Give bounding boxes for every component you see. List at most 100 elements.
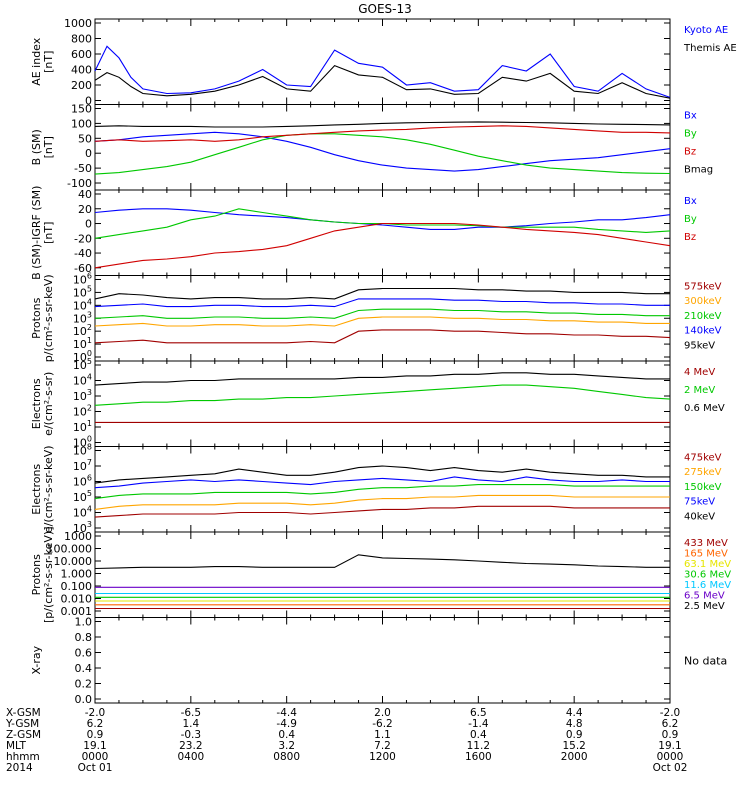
orbit-cell: 6.5 <box>470 707 487 719</box>
y-tick-label: 20 <box>78 203 92 216</box>
panel-7: 0.0 0.2 0.4 0.6 0.8 1.0 X-ray No data <box>30 616 727 707</box>
y-axis-label: B (SM)-IGRF (SM)[nT] <box>30 186 55 280</box>
y-tick-label: 101 <box>73 419 92 434</box>
y-tick-label: 0 <box>85 218 92 231</box>
y-tick-label: 1000 <box>64 530 92 543</box>
orbit-cell: 6.2 <box>662 718 679 730</box>
y-tick-label: 0.010 <box>61 593 93 606</box>
legend-bmag: Bmag <box>684 165 713 176</box>
orbit-cell: 19.1 <box>83 740 106 752</box>
series-line-275kev <box>94 494 670 510</box>
legend-4-mev: 4 MeV <box>684 367 715 378</box>
y-tick-label: 104 <box>73 373 92 388</box>
y-tick-label: 0.4 <box>75 662 93 675</box>
y-tick-label: 0.8 <box>75 631 93 644</box>
orbit-cell: 0000 <box>657 751 684 763</box>
orbit-cell: -4.9 <box>276 718 297 730</box>
y-tick-label: 1.000 <box>61 568 93 581</box>
panel-frame <box>94 360 671 447</box>
legend-95kev: 95keV <box>684 340 715 351</box>
orbit-cell: -2.0 <box>85 707 106 719</box>
orbit-table: X-GSMY-GSMZ-GSMMLThhmm2014-2.06.20.919.1… <box>5 707 687 774</box>
y-tick-label: 0 <box>85 95 92 108</box>
orbit-cell: 0.9 <box>87 729 104 741</box>
legend-themis-ae: Themis AE <box>683 43 737 54</box>
y-tick-label: 1000 <box>64 17 92 30</box>
orbit-cell: 15.2 <box>562 740 585 752</box>
orbit-cell: 0400 <box>177 751 204 763</box>
series-line-40kev <box>94 465 670 484</box>
plot-title: GOES-13 <box>358 2 412 16</box>
series-line-150kev <box>94 484 670 500</box>
y-tick-label: -20 <box>74 232 92 245</box>
legend-30-6-mev: 30.6 MeV <box>684 570 731 581</box>
legend-75kev: 75keV <box>684 497 715 508</box>
y-tick-label: -60 <box>74 262 92 275</box>
legend-bz: Bz <box>684 147 696 158</box>
y-tick-label: 400 <box>71 64 92 77</box>
y-tick-label: 0.6 <box>75 647 93 660</box>
y-axis-label: AE index[nT] <box>30 37 55 86</box>
series-line-kyoto-ae <box>94 45 671 98</box>
y-axis-label: B (SM)[nT] <box>30 129 55 165</box>
series-line-bx <box>94 208 671 230</box>
y-tick-label: 0.001 <box>61 605 93 618</box>
y-tick-label: -40 <box>74 247 92 260</box>
y-tick-label: -50 <box>74 162 92 175</box>
y-tick-label: 0.100 <box>61 580 93 593</box>
legend-by: By <box>684 129 697 140</box>
y-tick-label: 104 <box>73 505 92 520</box>
orbit-cell: -0.3 <box>181 729 202 741</box>
legend-275kev: 275keV <box>684 467 722 478</box>
legend-bx: Bx <box>684 196 697 207</box>
panel-frame <box>94 617 671 704</box>
panel-frame <box>94 104 671 191</box>
orbit-cell: -1.4 <box>468 718 489 730</box>
series-line-bz <box>94 125 671 142</box>
y-axis-label: X-ray <box>30 645 43 674</box>
panel-frame <box>94 446 671 533</box>
orbit-row-label: hhmm <box>6 751 40 763</box>
legend-165-mev: 165 MeV <box>684 549 728 560</box>
orbit-cell: 0.9 <box>566 729 583 741</box>
legend-bz: Bz <box>684 232 696 243</box>
y-tick-label: 200 <box>71 79 92 92</box>
series-line-75kev <box>94 476 670 489</box>
series-line-bmag <box>94 121 671 128</box>
panel-0: 0 200 400 600 800 1000 AE index[nT] Kyoto AE The… <box>30 17 737 108</box>
series-line-300kev <box>94 316 670 327</box>
orbit-cell: 0.9 <box>662 729 679 741</box>
y-tick-label: -100 <box>67 177 92 190</box>
no-data-note: No data <box>684 654 727 667</box>
legend-40kev: 40keV <box>684 511 715 522</box>
series-line-2-5-mev <box>94 554 670 570</box>
orbit-cell: 23.2 <box>179 740 202 752</box>
series-line-themis-ae <box>94 64 671 99</box>
panel-2: -60 -40 -200 20 40 B (SM)-IGRF (SM)[nT] Bx By Bz <box>30 186 697 280</box>
orbit-cell: 11.2 <box>467 740 490 752</box>
y-tick-label: 107 <box>73 458 92 473</box>
legend-140kev: 140keV <box>684 326 722 337</box>
orbit-row-label: 2014 <box>6 762 33 774</box>
orbit-row-label: Y-GSM <box>5 718 39 730</box>
y-tick-label: 103 <box>73 388 92 403</box>
series-line-95kev <box>94 287 670 300</box>
y-tick-label: 100 <box>71 117 92 130</box>
orbit-cell: 3.2 <box>278 740 295 752</box>
y-tick-label: 10.000 <box>54 555 93 568</box>
y-tick-label: 108 <box>73 443 92 458</box>
y-tick-label: 100.000 <box>47 543 93 556</box>
orbit-cell: 7.2 <box>374 740 391 752</box>
y-tick-label: 1.0 <box>75 616 93 629</box>
orbit-cell: 1.4 <box>182 718 199 730</box>
orbit-cell: -2.0 <box>660 707 681 719</box>
y-axis-label: Protonsp/(cm²-s-sr-keV) <box>30 274 55 362</box>
legend-by: By <box>684 214 697 225</box>
y-tick-label: 40 <box>78 188 92 201</box>
orbit-cell: -6.2 <box>372 718 393 730</box>
orbit-cell: -4.4 <box>276 707 297 719</box>
